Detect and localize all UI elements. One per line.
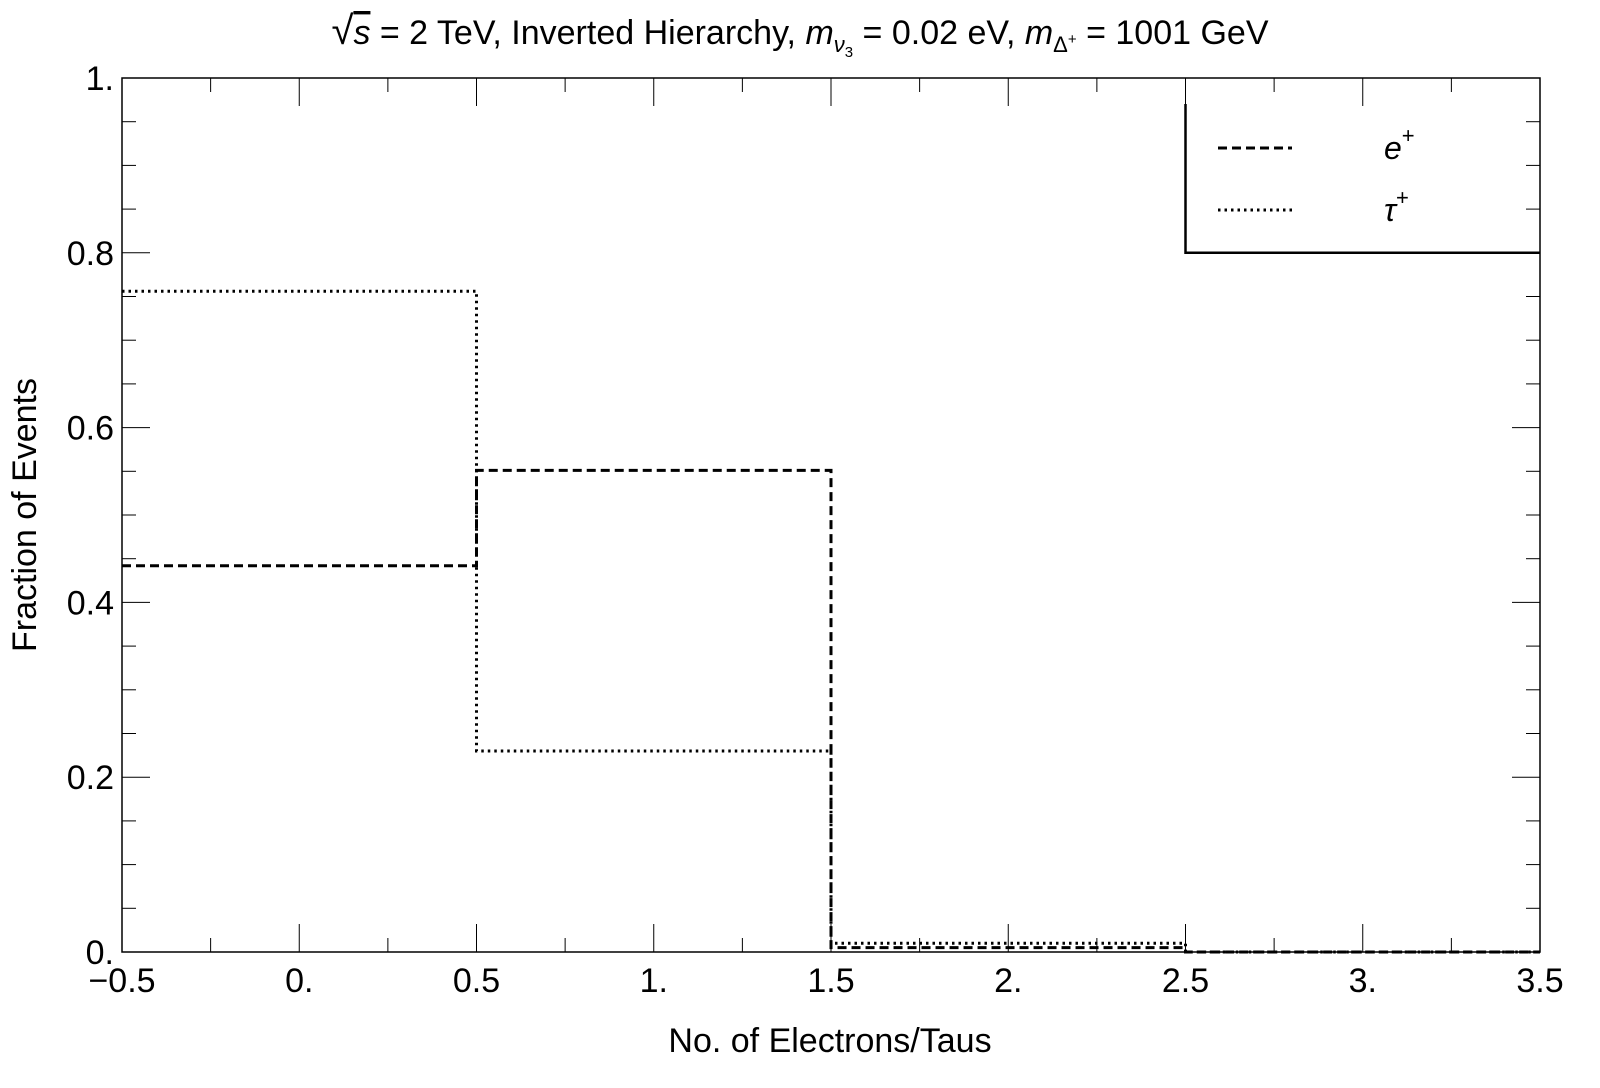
title-m1: m — [805, 14, 833, 52]
x-tick-labels: −0.5 0. 0.5 1. 1.5 2. 2.5 3. 3.5 — [88, 962, 1563, 1000]
legend-box — [1184, 104, 1540, 255]
y-tick-label: 0.8 — [67, 235, 114, 273]
x-tick-label: 2. — [994, 962, 1022, 1000]
y-tick-label: 0.6 — [67, 410, 114, 448]
chart-title: √s = 2 TeV, Inverted Hierarchy, mν3 = 0.… — [331, 9, 1268, 61]
series-dotted-line — [122, 289, 1540, 954]
x-tick-label: 3.5 — [1516, 962, 1563, 1000]
y-tick-labels: 0. 0.2 0.4 0.6 0.8 1. — [67, 60, 114, 972]
title-sqrt-var: s — [353, 14, 370, 52]
x-tick-label: 2.5 — [1162, 962, 1209, 1000]
legend-items: e+ τ+ — [1218, 123, 1415, 228]
title-m1-subsub: 3 — [845, 44, 853, 61]
title-m1-sub: ν — [834, 32, 845, 57]
title-m2-sub: Δ — [1053, 32, 1068, 57]
x-axis-label: No. of Electrons/Taus — [668, 1022, 991, 1060]
y-tick-label: 0.2 — [67, 759, 114, 797]
x-tick-label: 0. — [285, 962, 313, 1000]
series-layer — [122, 289, 1540, 954]
legend-label: e+ — [1384, 123, 1415, 166]
title-m2-subsup: + — [1068, 31, 1077, 48]
x-tick-label: −0.5 — [88, 962, 155, 1000]
x-tick-label: 1.5 — [807, 962, 854, 1000]
x-tick-label: 0.5 — [453, 962, 500, 1000]
y-tick-label: 1. — [86, 60, 114, 98]
title-part1: = 2 TeV, Inverted Hierarchy, — [370, 14, 805, 52]
y-tick-label: 0. — [86, 934, 114, 972]
axis-ticks — [121, 77, 1541, 953]
x-tick-label: 1. — [640, 962, 668, 1000]
series-dashed-line — [122, 468, 1540, 954]
title-part3: = 1001 GeV — [1077, 14, 1269, 52]
title-sqrt-symbol: √ — [331, 9, 353, 53]
title-part2: = 0.02 eV, — [853, 14, 1025, 52]
legend: e+ τ+ — [1184, 104, 1540, 255]
plot-frame — [121, 77, 1541, 953]
y-tick-label: 0.4 — [67, 584, 114, 622]
title-m2: m — [1025, 14, 1053, 52]
legend-label: τ+ — [1384, 185, 1409, 228]
y-axis-label: Fraction of Events — [6, 378, 44, 652]
x-tick-label: 3. — [1349, 962, 1377, 1000]
